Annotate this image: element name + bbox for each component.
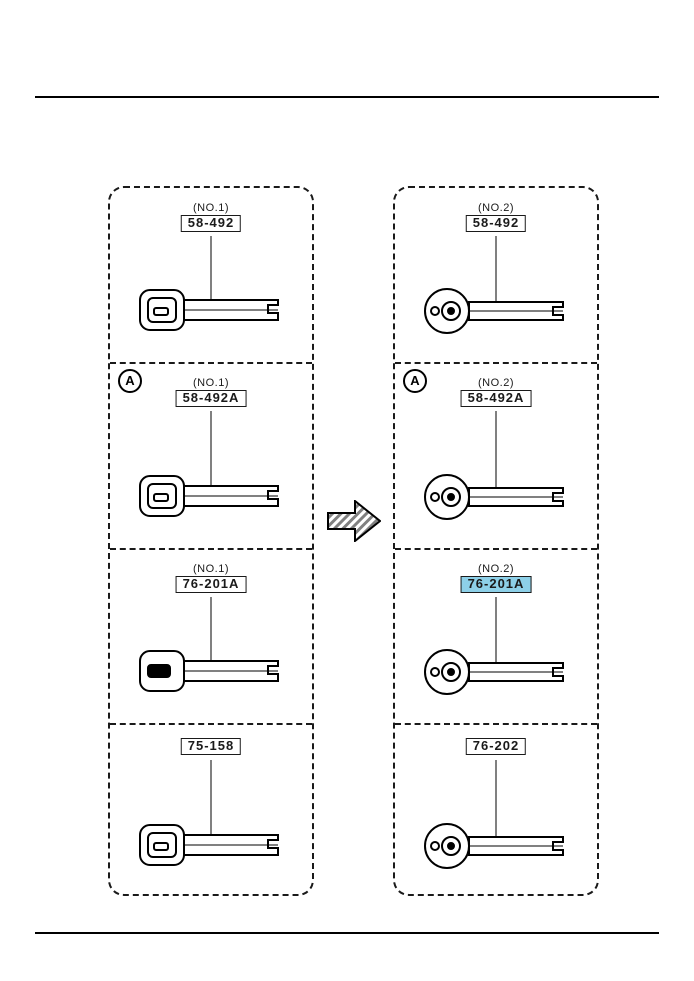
annotation: (NO.1)58-492A (176, 377, 247, 407)
part-code-box: 76-202 (466, 738, 526, 755)
cell: (NO.2)58-492 (395, 188, 597, 363)
cell: (NO.1)76-201A (110, 549, 312, 724)
part-code-box: 58-492A (176, 390, 247, 407)
part-code-box: 75-158 (181, 738, 241, 755)
key-icon (421, 819, 571, 878)
key-icon (136, 643, 286, 704)
key-number-label: (NO.1) (176, 377, 247, 390)
key-icon (136, 282, 286, 343)
key-icon (136, 817, 286, 878)
part-code-box: 58-492A (461, 390, 532, 407)
tag-a-badge: A (403, 369, 427, 393)
key-icon (421, 470, 571, 529)
annotation: (NO.1)58-492 (181, 202, 241, 232)
part-code-box: 76-201A (461, 576, 532, 593)
page: (NO.1)58-492 (NO.1)58-492A A(NO.1)76-201… (0, 0, 694, 981)
annotation: (NO.2)58-492A (461, 377, 532, 407)
key-number-label: (NO.2) (461, 377, 532, 390)
transition-arrow (327, 500, 381, 547)
cell: 75-158 (110, 724, 312, 898)
part-code-box: 76-201A (176, 576, 247, 593)
column-left: (NO.1)58-492 (NO.1)58-492A A(NO.1)76-201… (108, 186, 314, 896)
key-number-label: (NO.1) (181, 202, 241, 215)
cell: (NO.1)58-492A A (110, 363, 312, 549)
part-code-box: 58-492 (181, 215, 241, 232)
part-code-box: 58-492 (466, 215, 526, 232)
key-number-label: (NO.2) (466, 202, 526, 215)
key-number-label: (NO.2) (461, 563, 532, 576)
annotation: (NO.1)76-201A (176, 563, 247, 593)
key-number-label: (NO.1) (176, 563, 247, 576)
key-icon (421, 645, 571, 704)
top-rule (35, 96, 659, 98)
annotation: (NO.2)76-201A (461, 563, 532, 593)
key-icon (136, 468, 286, 529)
cell: 76-202 (395, 724, 597, 898)
cell: (NO.2)58-492A A (395, 363, 597, 549)
cell: (NO.1)58-492 (110, 188, 312, 363)
tag-a-badge: A (118, 369, 142, 393)
annotation: 75-158 (181, 738, 241, 755)
annotation: (NO.2)58-492 (466, 202, 526, 232)
annotation: 76-202 (466, 738, 526, 755)
cell: (NO.2)76-201A (395, 549, 597, 724)
bottom-rule (35, 932, 659, 934)
column-right: (NO.2)58-492 (NO.2)58-492A A(NO.2)76-201… (393, 186, 599, 896)
key-icon (421, 284, 571, 343)
